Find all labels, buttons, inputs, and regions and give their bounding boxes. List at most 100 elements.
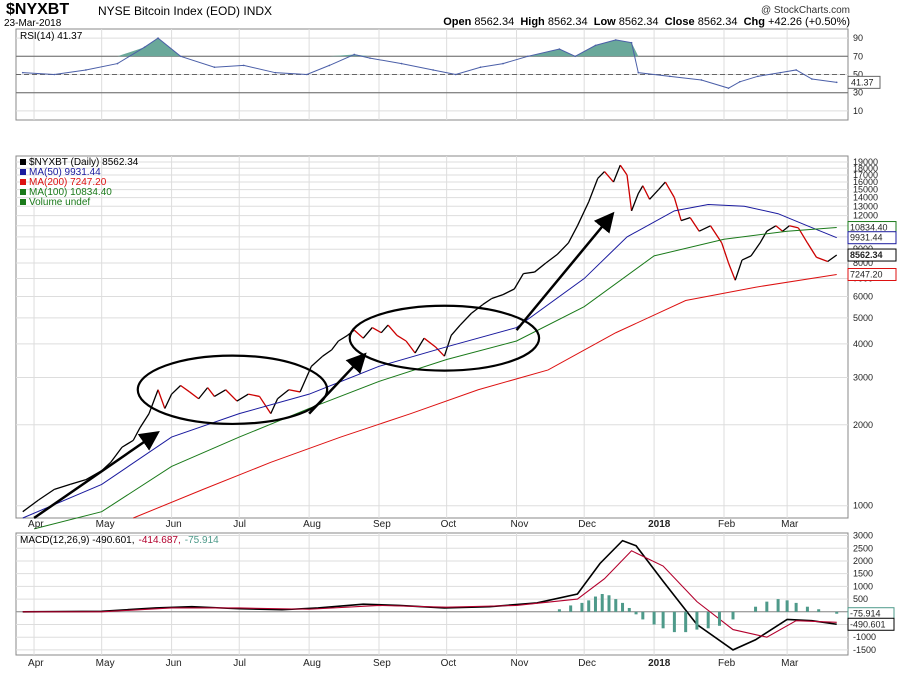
price-segment — [380, 324, 389, 334]
macd-histogram-bar — [765, 601, 769, 612]
price-panel-frame — [15, 155, 849, 519]
macd-histogram-bar — [607, 595, 611, 612]
price-segment — [362, 327, 373, 339]
price-segment — [816, 256, 828, 263]
macd-month-label: Nov — [511, 658, 529, 669]
price-segment — [225, 389, 238, 402]
rsi-point — [558, 48, 561, 50]
price-segment — [139, 413, 150, 429]
macd-month-label: May — [96, 658, 115, 669]
macd-histogram-bar — [569, 605, 573, 612]
rsi-point — [630, 41, 633, 44]
price-segment — [750, 242, 761, 257]
ohlc-summary: Open 8562.34 High 8562.34 Low 8562.34 Cl… — [443, 16, 850, 28]
rsi-point — [574, 55, 576, 58]
price-segment — [353, 329, 364, 339]
price-month-label: Oct — [441, 519, 457, 530]
macd-histogram-bar — [641, 611, 645, 620]
price-last-value-label: 7247.20 — [850, 269, 883, 279]
watermark: @ StockCharts.com — [760, 5, 850, 16]
price-segment — [513, 273, 524, 290]
rsi-point — [811, 78, 813, 80]
macd-histogram-bar — [652, 611, 656, 625]
price-segment — [423, 337, 436, 348]
price-segment — [110, 446, 123, 463]
price-ma200-line — [133, 274, 837, 519]
price-segment — [121, 439, 134, 448]
price-segment — [806, 242, 817, 258]
macd-histogram-bar — [794, 602, 798, 612]
macd-histogram-bar — [684, 611, 688, 633]
price-last-value-label: 10834.40 — [850, 223, 888, 233]
price-segment — [148, 389, 159, 414]
rsi-point — [274, 71, 277, 74]
macd-month-label: Aug — [303, 658, 321, 669]
price-segment — [766, 225, 777, 232]
high-value: 8562.34 — [547, 16, 588, 28]
price-segment — [450, 324, 461, 336]
price-segment — [782, 225, 790, 232]
macd-tick-label: 500 — [853, 594, 868, 604]
price-month-label: Jun — [166, 519, 182, 530]
price-segment — [734, 259, 743, 281]
rsi-point — [727, 87, 730, 89]
price-segment — [164, 393, 173, 409]
macd-last-value-box — [847, 617, 895, 631]
open-label: Open — [443, 16, 472, 28]
price-segment — [576, 201, 590, 227]
price-legend-swatch — [20, 199, 26, 205]
symbol-subtitle: NYSE Bitcoin Index (EOD) INDX — [98, 4, 273, 18]
price-segment — [214, 389, 227, 397]
price-segment — [414, 337, 425, 354]
rsi-point — [454, 73, 457, 76]
macd-histogram-bar — [672, 611, 676, 633]
rsi-point — [85, 69, 87, 71]
macd-histogram-bar — [695, 611, 699, 630]
price-month-label: Aug — [303, 519, 321, 530]
price-legend-label: MA(200) 7247.20 — [29, 177, 107, 188]
macd-histogram-bar — [614, 599, 618, 612]
price-segment — [642, 185, 651, 200]
macd-legend-label: MACD(12,26,9) -490.601, — [20, 535, 135, 546]
price-segment — [588, 178, 599, 203]
rsi-point — [779, 71, 782, 74]
rsi-point — [835, 81, 838, 84]
price-segment — [198, 387, 209, 400]
price-segment — [612, 164, 621, 183]
price-tick-label: 12000 — [853, 211, 878, 221]
price-segment — [597, 171, 605, 179]
price-tick-label: 13000 — [853, 201, 878, 211]
price-month-label: Nov — [511, 519, 529, 530]
price-legend-label: MA(100) 10834.40 — [29, 187, 112, 198]
price-segment — [626, 174, 633, 211]
price-legend-label: $NYXBT (Daily) 8562.34 — [29, 157, 139, 168]
macd-tick-label: 3000 — [853, 531, 873, 541]
price-tick-label: 17000 — [853, 170, 878, 180]
annotation-ellipse — [136, 354, 329, 426]
price-segment — [371, 326, 382, 334]
price-segment — [54, 483, 71, 491]
price-segment — [270, 398, 279, 414]
price-legend-label: MA(50) 9931.44 — [29, 167, 101, 178]
price-segment — [680, 216, 691, 222]
chart-date: 23-Mar-2018 — [4, 18, 62, 29]
price-segment — [443, 335, 452, 357]
price-legend-swatch — [20, 169, 26, 175]
price-segment — [288, 389, 301, 393]
macd-tick-label: 1000 — [853, 581, 873, 591]
price-segment — [171, 385, 182, 395]
price-month-label: May — [96, 519, 115, 530]
rsi-point — [400, 62, 403, 65]
price-segment — [721, 242, 730, 264]
price-segment — [258, 396, 272, 415]
macd-histogram-bar — [717, 611, 721, 626]
price-tick-label: 1000 — [853, 501, 873, 511]
price-segment — [331, 340, 339, 351]
rsi-point — [700, 79, 703, 81]
macd-histogram-bar — [785, 600, 789, 612]
macd-tick-label: 1500 — [853, 569, 873, 579]
rsi-point — [306, 73, 308, 76]
price-tick-label: 16000 — [853, 177, 878, 187]
rsi-point — [502, 62, 504, 65]
rsi-tick-label: 30 — [853, 88, 863, 98]
